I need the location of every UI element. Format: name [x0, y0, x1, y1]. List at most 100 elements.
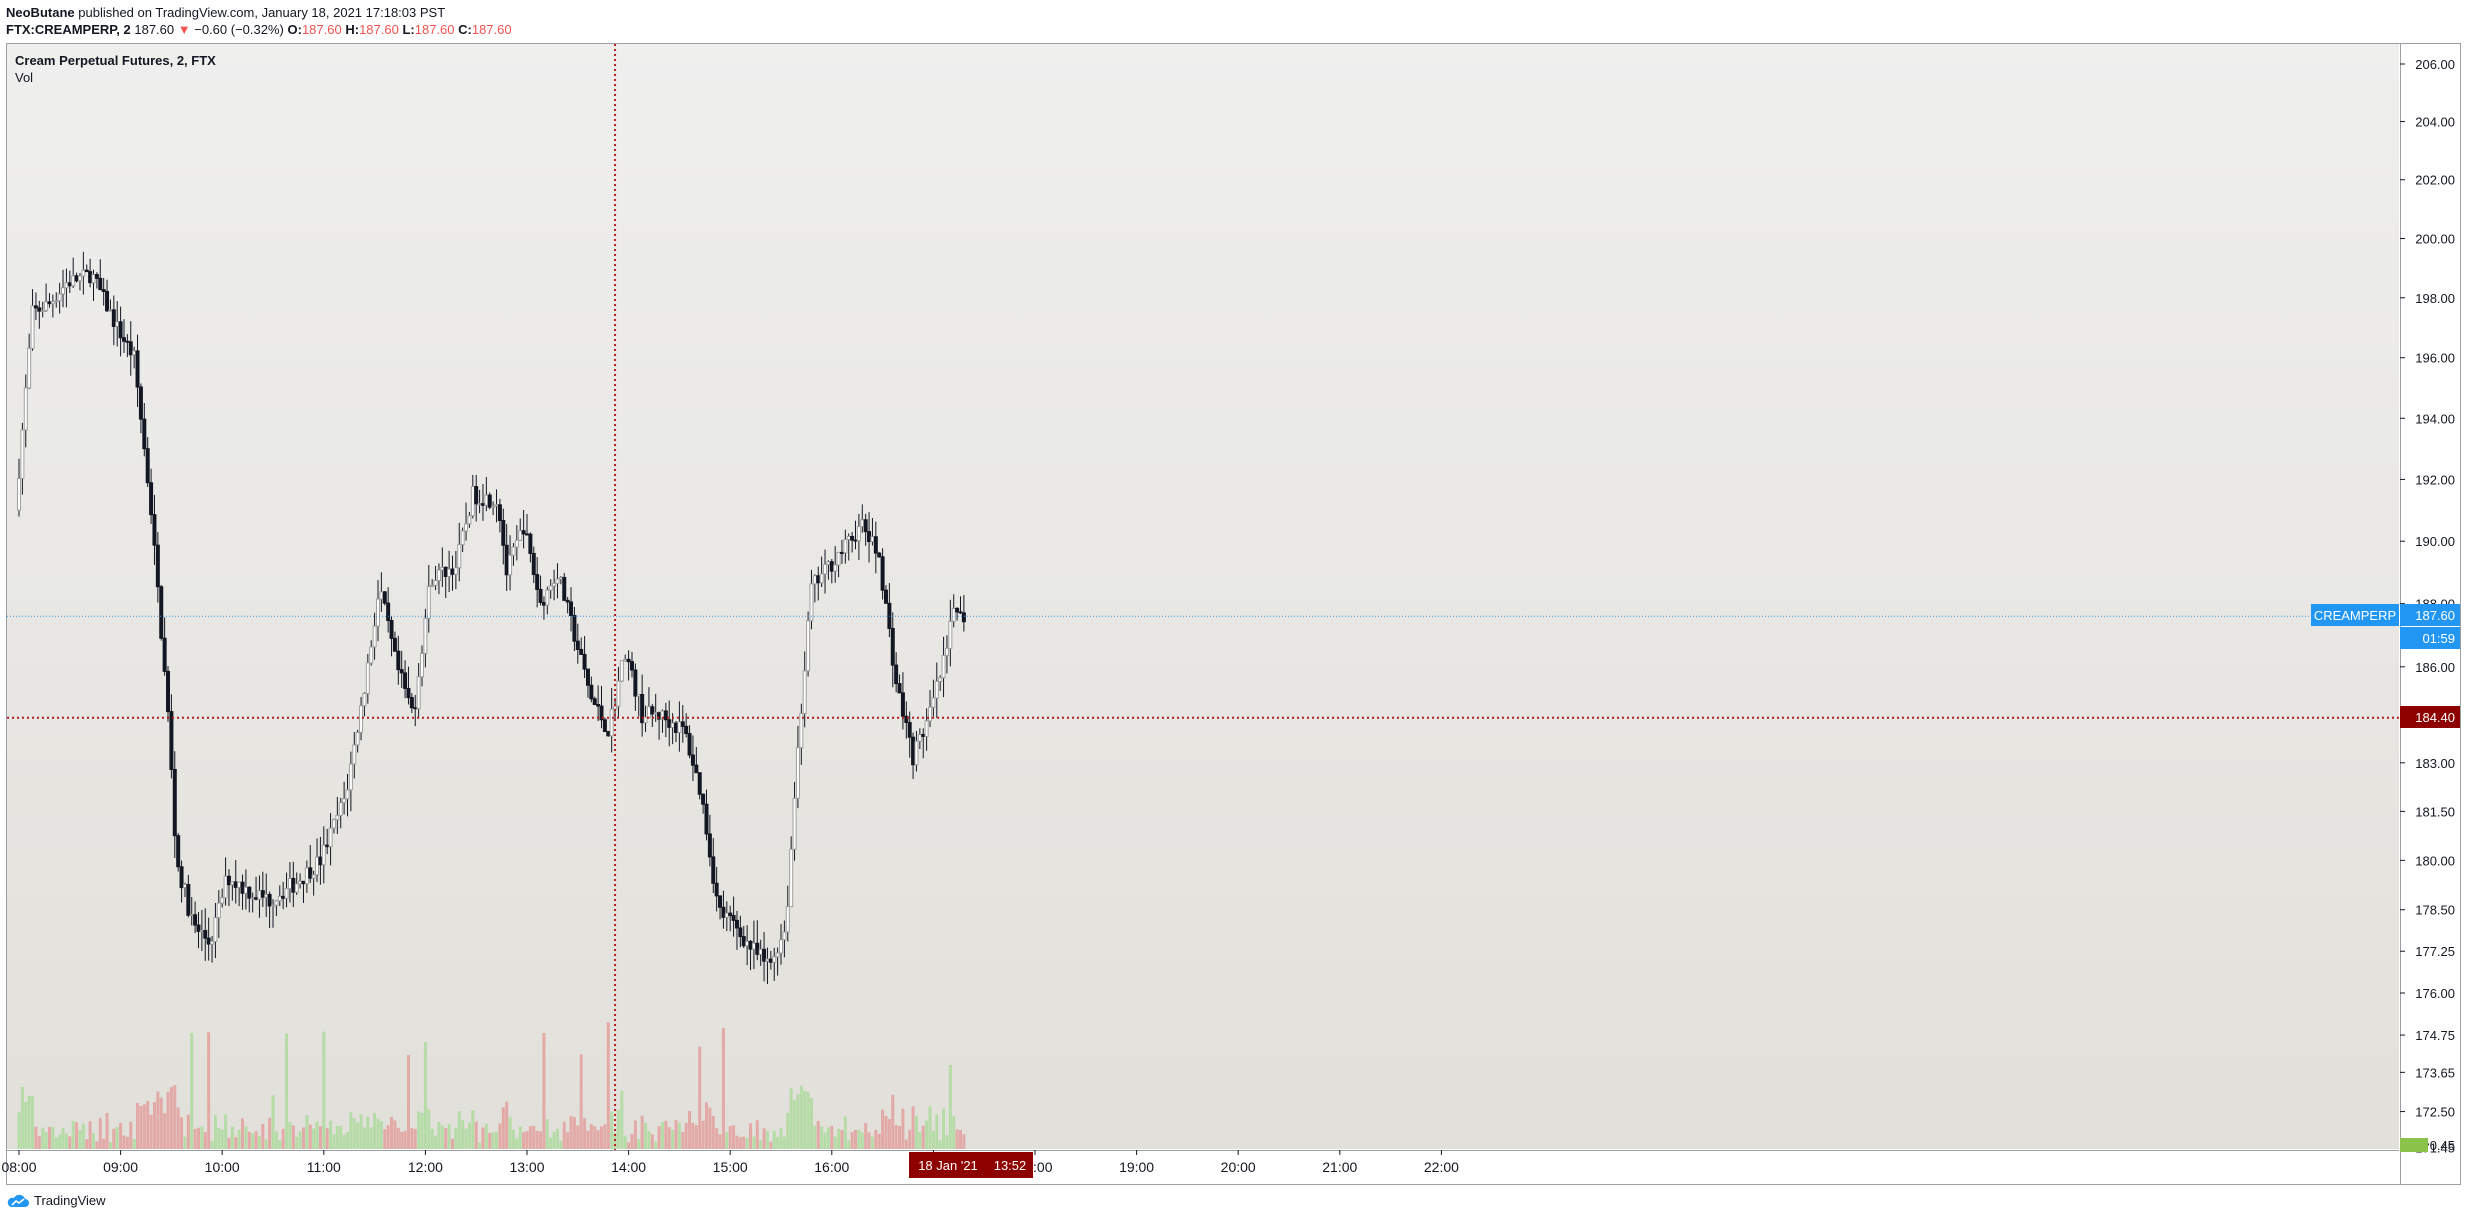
candle: [850, 531, 855, 553]
candle: [348, 751, 353, 812]
candle-body: [155, 544, 160, 588]
candle-body: [61, 287, 66, 295]
volume-bar: [75, 1122, 79, 1149]
candle: [44, 283, 49, 312]
candle-body: [443, 566, 448, 578]
volume-bar: [325, 1128, 329, 1149]
volume-bar: [132, 1138, 136, 1149]
candle: [464, 502, 469, 541]
candle: [433, 565, 438, 591]
price-tick-label: 174.75: [2415, 1028, 2455, 1043]
candle: [948, 599, 953, 667]
footer-branding[interactable]: TradingView: [6, 1192, 106, 1209]
volume-bar: [698, 1046, 702, 1149]
candle-body: [582, 653, 587, 670]
volume-bar: [254, 1131, 258, 1149]
volume-bar: [220, 1129, 224, 1149]
candle-body: [487, 494, 492, 508]
time-axis-ticks: 08:00 09:00 10:00 11:00 12:00 13:00 14:00 15:00…: [1, 1150, 1459, 1175]
volume-bar: [136, 1102, 140, 1149]
candle: [57, 282, 62, 314]
price-tick-label: 178.50: [2415, 903, 2455, 918]
candle: [257, 875, 262, 918]
candle: [897, 674, 902, 694]
candle: [558, 576, 563, 585]
candle-body: [731, 914, 736, 921]
volume-bar: [224, 1114, 228, 1149]
volume-bar: [437, 1122, 441, 1149]
volume-bar: [637, 1139, 641, 1149]
candle-body: [331, 819, 336, 829]
candle-body: [447, 568, 452, 578]
candle: [887, 583, 892, 638]
candle: [447, 550, 452, 593]
volume-bar: [711, 1115, 715, 1149]
volume-bar: [735, 1135, 739, 1149]
volume-bar: [833, 1136, 837, 1149]
series-title[interactable]: Cream Perpetual Futures, 2, FTX: [15, 53, 216, 68]
volume-bar: [203, 1132, 207, 1149]
candle: [714, 866, 719, 912]
candle: [145, 437, 150, 488]
volume-bar: [566, 1132, 570, 1149]
volume-bar: [884, 1115, 888, 1149]
candle-body: [94, 274, 99, 279]
candle-body: [430, 584, 435, 587]
candle-body: [47, 301, 52, 305]
volume-bar: [305, 1115, 309, 1149]
time-axis[interactable]: [7, 1150, 2399, 1185]
candle: [704, 789, 709, 841]
volume-bar: [498, 1123, 502, 1149]
volume-bar: [71, 1120, 75, 1149]
candle-body: [528, 533, 533, 554]
candle-body: [525, 533, 529, 536]
candle-body: [294, 883, 299, 893]
candle: [77, 273, 82, 291]
candle: [94, 272, 99, 289]
crosshair-time-text: 13:52: [994, 1158, 1027, 1173]
candle: [159, 584, 164, 641]
volume-bar: [921, 1125, 925, 1149]
candle: [582, 636, 587, 679]
candle: [450, 555, 455, 591]
candle: [751, 920, 756, 970]
volume-bar: [373, 1112, 377, 1149]
candle-body: [531, 552, 536, 576]
volume-bar: [508, 1117, 512, 1149]
candle-body: [50, 301, 55, 305]
volume-bar: [654, 1141, 658, 1149]
volume-bar: [647, 1130, 651, 1149]
volume-bar: [352, 1118, 356, 1149]
volume-bar: [644, 1122, 648, 1149]
candle: [101, 277, 106, 306]
volume-bar: [369, 1127, 373, 1149]
candle-body: [453, 567, 458, 575]
candle: [132, 346, 137, 369]
volume-bar: [776, 1136, 780, 1149]
candle-body: [44, 301, 49, 312]
candle-body: [213, 917, 218, 943]
volume-bar: [213, 1115, 217, 1149]
volume-bar: [88, 1121, 92, 1149]
candle-body: [152, 514, 157, 546]
candle-body: [372, 625, 377, 648]
candle-body: [386, 602, 391, 622]
candle: [880, 548, 885, 600]
volume-bar: [640, 1115, 644, 1149]
author-name[interactable]: NeoButane: [6, 5, 75, 20]
candle-body: [748, 940, 753, 950]
price-tick-label: 186.00: [2415, 660, 2455, 675]
volume-bar: [471, 1109, 475, 1149]
volume-bar: [955, 1129, 959, 1149]
price-tick-label: 198.00: [2415, 291, 2455, 306]
candle: [829, 558, 834, 584]
candle-body: [535, 574, 540, 590]
candle: [741, 925, 746, 949]
volume-study-label[interactable]: Vol: [15, 70, 34, 85]
candle: [250, 892, 255, 913]
candle: [904, 701, 909, 739]
candle-body: [643, 716, 648, 724]
chart-plot-area[interactable]: [7, 44, 2399, 1149]
volume-bar: [58, 1134, 62, 1149]
